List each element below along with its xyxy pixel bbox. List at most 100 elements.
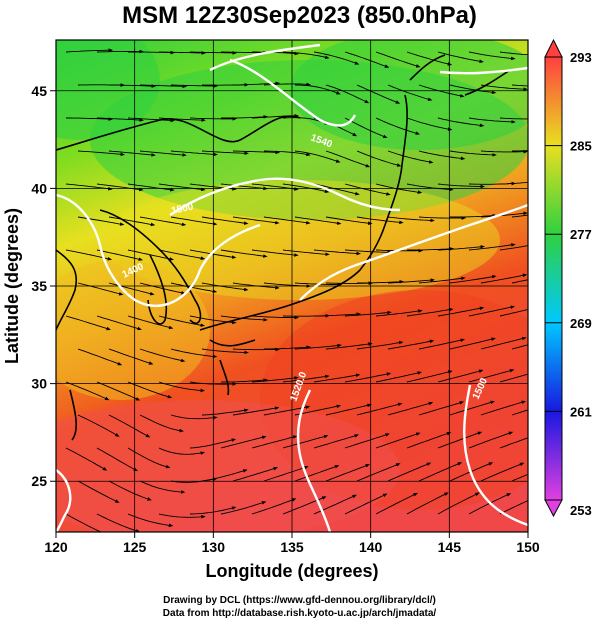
streamline <box>375 371 422 383</box>
streamline <box>325 464 370 482</box>
streamline <box>170 348 218 359</box>
streamline <box>437 492 480 515</box>
streamline <box>437 245 485 251</box>
streamline <box>201 408 249 416</box>
streamline <box>232 150 281 155</box>
streamline <box>294 150 341 163</box>
streamline <box>511 409 528 416</box>
streamline <box>220 183 268 191</box>
streamline <box>499 373 528 383</box>
streamline <box>468 243 516 251</box>
streamline <box>468 117 516 124</box>
y-tick-label: 30 <box>31 376 47 392</box>
streamline <box>313 373 361 383</box>
streamline <box>232 466 279 482</box>
streamline <box>437 51 484 64</box>
streamline <box>499 181 528 185</box>
streamline <box>170 216 218 226</box>
streamline <box>189 117 238 121</box>
streamline <box>325 403 372 416</box>
streamline <box>344 51 390 68</box>
streamline <box>407 247 455 251</box>
streamline <box>406 431 452 449</box>
coastlines <box>56 54 511 441</box>
streamline <box>127 183 175 192</box>
streamline <box>77 150 125 157</box>
streamline <box>387 401 434 416</box>
streamline <box>325 342 373 350</box>
streamline <box>77 282 124 296</box>
streamline <box>170 414 218 420</box>
streamline <box>220 435 267 449</box>
streamline <box>294 343 342 350</box>
streamline <box>356 340 404 350</box>
streamline <box>232 347 281 352</box>
streamline <box>375 492 419 515</box>
streamline <box>201 150 249 156</box>
y-axis-label: Latitude (degrees) <box>2 208 22 364</box>
y-tick-label: 25 <box>31 473 47 489</box>
streamline <box>96 249 143 261</box>
streamline <box>406 307 454 317</box>
y-tick-label: 45 <box>31 83 47 99</box>
streamline <box>251 249 299 257</box>
streamline <box>499 117 528 120</box>
streamline <box>325 150 371 168</box>
y-tick-label: 40 <box>31 180 47 196</box>
streamline <box>450 213 498 218</box>
streamline <box>344 433 390 449</box>
streamline <box>282 249 330 257</box>
credit-line-2: Data from http://database.rish.kyoto-u.a… <box>162 608 437 619</box>
streamline <box>294 404 342 416</box>
colorbar-tick-label: 285 <box>570 139 592 154</box>
streamline <box>449 400 495 416</box>
streamline <box>65 315 111 331</box>
streamline <box>480 400 526 416</box>
streamline <box>449 274 497 284</box>
streamline <box>251 315 300 320</box>
x-axis-label: Longitude (degrees) <box>205 561 378 581</box>
streamline <box>294 465 340 482</box>
streamline <box>406 183 454 192</box>
streamline <box>77 348 123 366</box>
streamline <box>189 438 237 449</box>
streamline <box>264 345 312 350</box>
colorbar-tick-label: 293 <box>570 50 592 65</box>
streamline <box>65 447 108 471</box>
streamline <box>127 249 174 261</box>
streamline <box>127 117 175 123</box>
streamline <box>357 279 405 284</box>
streamline <box>375 51 421 68</box>
streamline <box>96 447 138 472</box>
streamline <box>108 282 155 296</box>
streamline <box>77 216 125 226</box>
streamline <box>418 276 466 284</box>
streamline <box>313 312 362 317</box>
streamline <box>480 149 528 154</box>
streamline <box>356 216 404 225</box>
streamline <box>418 150 466 161</box>
streamline <box>201 282 249 292</box>
streamline <box>344 493 388 515</box>
streamline <box>499 245 528 251</box>
streamline <box>158 381 206 393</box>
streamline <box>468 493 512 515</box>
streamline <box>220 50 269 55</box>
streamline <box>449 84 497 95</box>
streamlines <box>65 48 528 532</box>
streamline <box>418 338 465 350</box>
colorbar-tick-label: 277 <box>570 227 592 242</box>
streamline <box>158 513 206 519</box>
streamline <box>418 401 465 416</box>
streamline <box>375 117 421 135</box>
streamline <box>158 447 206 455</box>
streamline <box>251 435 298 449</box>
streamline <box>418 216 467 220</box>
streamline <box>109 84 157 88</box>
streamline <box>406 492 449 515</box>
streamline <box>139 84 188 89</box>
streamline <box>406 51 453 66</box>
streamline <box>325 216 373 226</box>
streamline <box>77 414 120 437</box>
streamline <box>65 48 114 53</box>
